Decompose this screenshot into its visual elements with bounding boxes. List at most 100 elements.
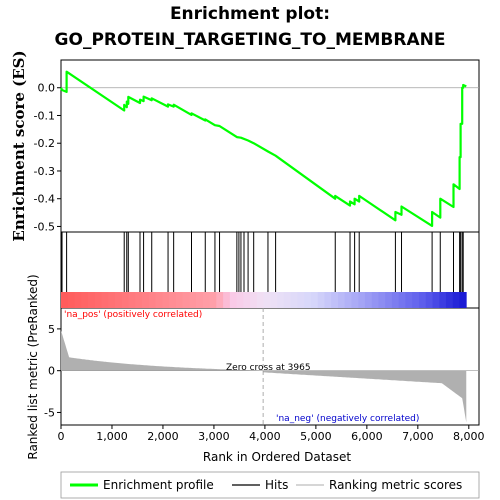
colorbar-segment bbox=[344, 292, 352, 308]
colorbar-segment bbox=[243, 292, 251, 308]
colorbar-segment bbox=[94, 292, 102, 308]
colorbar-segment bbox=[398, 292, 406, 308]
es-panel-frame bbox=[60, 59, 480, 233]
colorbar-segment bbox=[202, 292, 210, 308]
x-tick-label: 8,000 bbox=[453, 430, 485, 443]
colorbar-segment bbox=[364, 292, 373, 308]
colorbar-segment bbox=[452, 292, 460, 308]
colorbar-segment bbox=[61, 292, 69, 308]
legend-label-hits: Hits bbox=[265, 478, 288, 492]
colorbar-segment bbox=[358, 292, 366, 308]
colorbar-segment bbox=[432, 292, 440, 308]
metric-area-fill bbox=[61, 330, 467, 423]
metric-tick-label: 5 bbox=[48, 323, 55, 336]
colorbar-segment bbox=[290, 292, 298, 308]
colorbar-segment bbox=[236, 292, 244, 308]
colorbar-segment bbox=[182, 292, 190, 308]
colorbar-segment bbox=[189, 292, 197, 308]
colorbar-segment bbox=[391, 292, 400, 308]
colorbar-segment bbox=[412, 292, 420, 308]
colorbar-segment bbox=[283, 292, 292, 308]
es-y-axis: 0.0 -0.1 -0.2 -0.3 -0.4 -0.5 bbox=[34, 82, 61, 233]
neg-correlated-label: 'na_neg' (negatively correlated) bbox=[276, 414, 419, 424]
x-tick-label: 3,000 bbox=[198, 430, 230, 443]
colorbar-segment bbox=[216, 292, 224, 308]
colorbar-segment bbox=[263, 292, 271, 308]
x-axis-label: Rank in Ordered Dataset bbox=[203, 450, 351, 464]
colorbar-segment bbox=[229, 292, 238, 308]
x-tick-label: 5,000 bbox=[300, 430, 332, 443]
colorbar-segment bbox=[223, 292, 231, 308]
colorbar-segment bbox=[439, 292, 447, 308]
chart-title-line2: GO_PROTEIN_TARGETING_TO_MEMBRANE bbox=[55, 30, 446, 50]
x-tick-label: 0 bbox=[58, 430, 65, 443]
colorbar-segment bbox=[310, 292, 319, 308]
colorbar-segment bbox=[196, 292, 204, 308]
pos-correlated-label: 'na_pos' (positively correlated) bbox=[64, 310, 202, 320]
chart-title-line1: Enrichment plot: bbox=[170, 4, 330, 24]
colorbar-segment bbox=[418, 292, 427, 308]
colorbar-segment bbox=[162, 292, 170, 308]
metric-y-axis-label: Ranked list metric (PreRanked) bbox=[26, 274, 40, 459]
enrichment-profile-line bbox=[59, 70, 467, 227]
es-tick-label: -0.2 bbox=[34, 137, 55, 150]
colorbar-segment bbox=[317, 292, 325, 308]
metric-tick-label: 0 bbox=[48, 365, 55, 378]
colorbar-segment bbox=[277, 292, 285, 308]
es-tick-label: -0.1 bbox=[34, 109, 55, 122]
colorbar-segment bbox=[142, 292, 150, 308]
es-tick-label: -0.4 bbox=[34, 193, 55, 206]
colorbar-segment bbox=[405, 292, 413, 308]
colorbar-segment bbox=[175, 292, 183, 308]
colorbar-segment bbox=[331, 292, 339, 308]
colorbar-segment bbox=[445, 292, 454, 308]
x-tick-label: 7,000 bbox=[402, 430, 434, 443]
x-tick-label: 1,000 bbox=[96, 430, 128, 443]
legend-label-metric: Ranking metric scores bbox=[329, 478, 462, 492]
colorbar-segment bbox=[148, 292, 156, 308]
colorbar-segment bbox=[81, 292, 89, 308]
x-tick-label: 2,000 bbox=[147, 430, 179, 443]
legend-box bbox=[60, 471, 480, 499]
x-axis: 0 1,000 2,000 3,000 4,000 5,000 6,000 7,000 8,00… bbox=[58, 425, 485, 443]
colorbar-segment bbox=[337, 292, 346, 308]
colorbar-segment bbox=[378, 292, 386, 308]
colorbar-segment bbox=[250, 292, 258, 308]
es-tick-label: -0.3 bbox=[34, 165, 55, 178]
es-tick-label: -0.5 bbox=[34, 220, 55, 233]
colorbar-segment bbox=[324, 292, 332, 308]
legend-label-enrichment: Enrichment profile bbox=[103, 478, 214, 492]
hits-rug bbox=[61, 232, 464, 292]
colorbar-segment bbox=[371, 292, 379, 308]
colorbar-segment bbox=[101, 292, 109, 308]
colorbar-segment bbox=[425, 292, 433, 308]
x-tick-label: 4,000 bbox=[249, 430, 281, 443]
colorbar-segment bbox=[304, 292, 312, 308]
colorbar-segment bbox=[351, 292, 359, 308]
colorbar-segment bbox=[88, 292, 96, 308]
colorbar-segment bbox=[459, 292, 467, 308]
colorbar-segment bbox=[74, 292, 82, 308]
colorbar-segment bbox=[121, 292, 129, 308]
metric-tick-label: -5 bbox=[44, 406, 55, 419]
colorbar-segment bbox=[108, 292, 116, 308]
colorbar-segment bbox=[128, 292, 136, 308]
zero-cross-label: Zero cross at 3965 bbox=[226, 363, 311, 373]
x-tick-label: 6,000 bbox=[351, 430, 383, 443]
ranking-metric-area bbox=[61, 308, 479, 425]
colorbar-segment bbox=[385, 292, 393, 308]
colorbar-segment bbox=[256, 292, 265, 308]
es-y-axis-label: Enrichment score (ES) bbox=[10, 50, 28, 241]
colorbar-segment bbox=[169, 292, 177, 308]
colorbar-segment bbox=[297, 292, 305, 308]
colorbar-segment bbox=[67, 292, 75, 308]
metric-y-axis: 5 0 -5 bbox=[44, 323, 61, 419]
colorbar-segment bbox=[155, 292, 163, 308]
es-tick-label: 0.0 bbox=[38, 82, 56, 95]
colorbar-segment bbox=[209, 292, 217, 308]
colorbar-segment bbox=[270, 292, 278, 308]
colorbar-segment bbox=[135, 292, 143, 308]
rank-colorbar bbox=[61, 292, 467, 308]
colorbar-segment bbox=[115, 292, 123, 308]
